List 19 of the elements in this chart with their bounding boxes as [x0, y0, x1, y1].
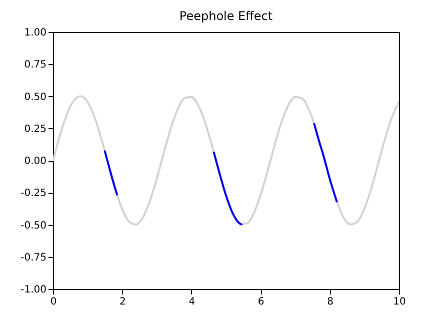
line-series — [212, 152, 243, 226]
x-tick-label: 0 — [50, 296, 57, 308]
y-tick-label: -0.25 — [20, 188, 46, 200]
x-tick-label: 2 — [120, 296, 126, 308]
y-tick-label: 1.00 — [24, 28, 46, 38]
line-series — [313, 122, 338, 202]
y-tick-label: 0.75 — [24, 60, 46, 71]
x-tick-label: 4 — [188, 296, 196, 308]
y-tick-label: 0.00 — [24, 156, 46, 167]
y-tick-label: -1.00 — [20, 284, 46, 296]
y-tick-label: -0.50 — [20, 220, 46, 232]
x-tick-label: 10 — [393, 296, 406, 308]
chart-title: Peephole Effect — [179, 9, 273, 23]
y-tick-label: -0.75 — [20, 252, 46, 264]
line-series — [104, 150, 118, 196]
x-tick-label: 8 — [327, 296, 334, 308]
x-tick-label: 6 — [258, 296, 264, 308]
y-tick-label: 0.50 — [24, 92, 46, 103]
y-tick-label: 0.25 — [24, 124, 46, 135]
